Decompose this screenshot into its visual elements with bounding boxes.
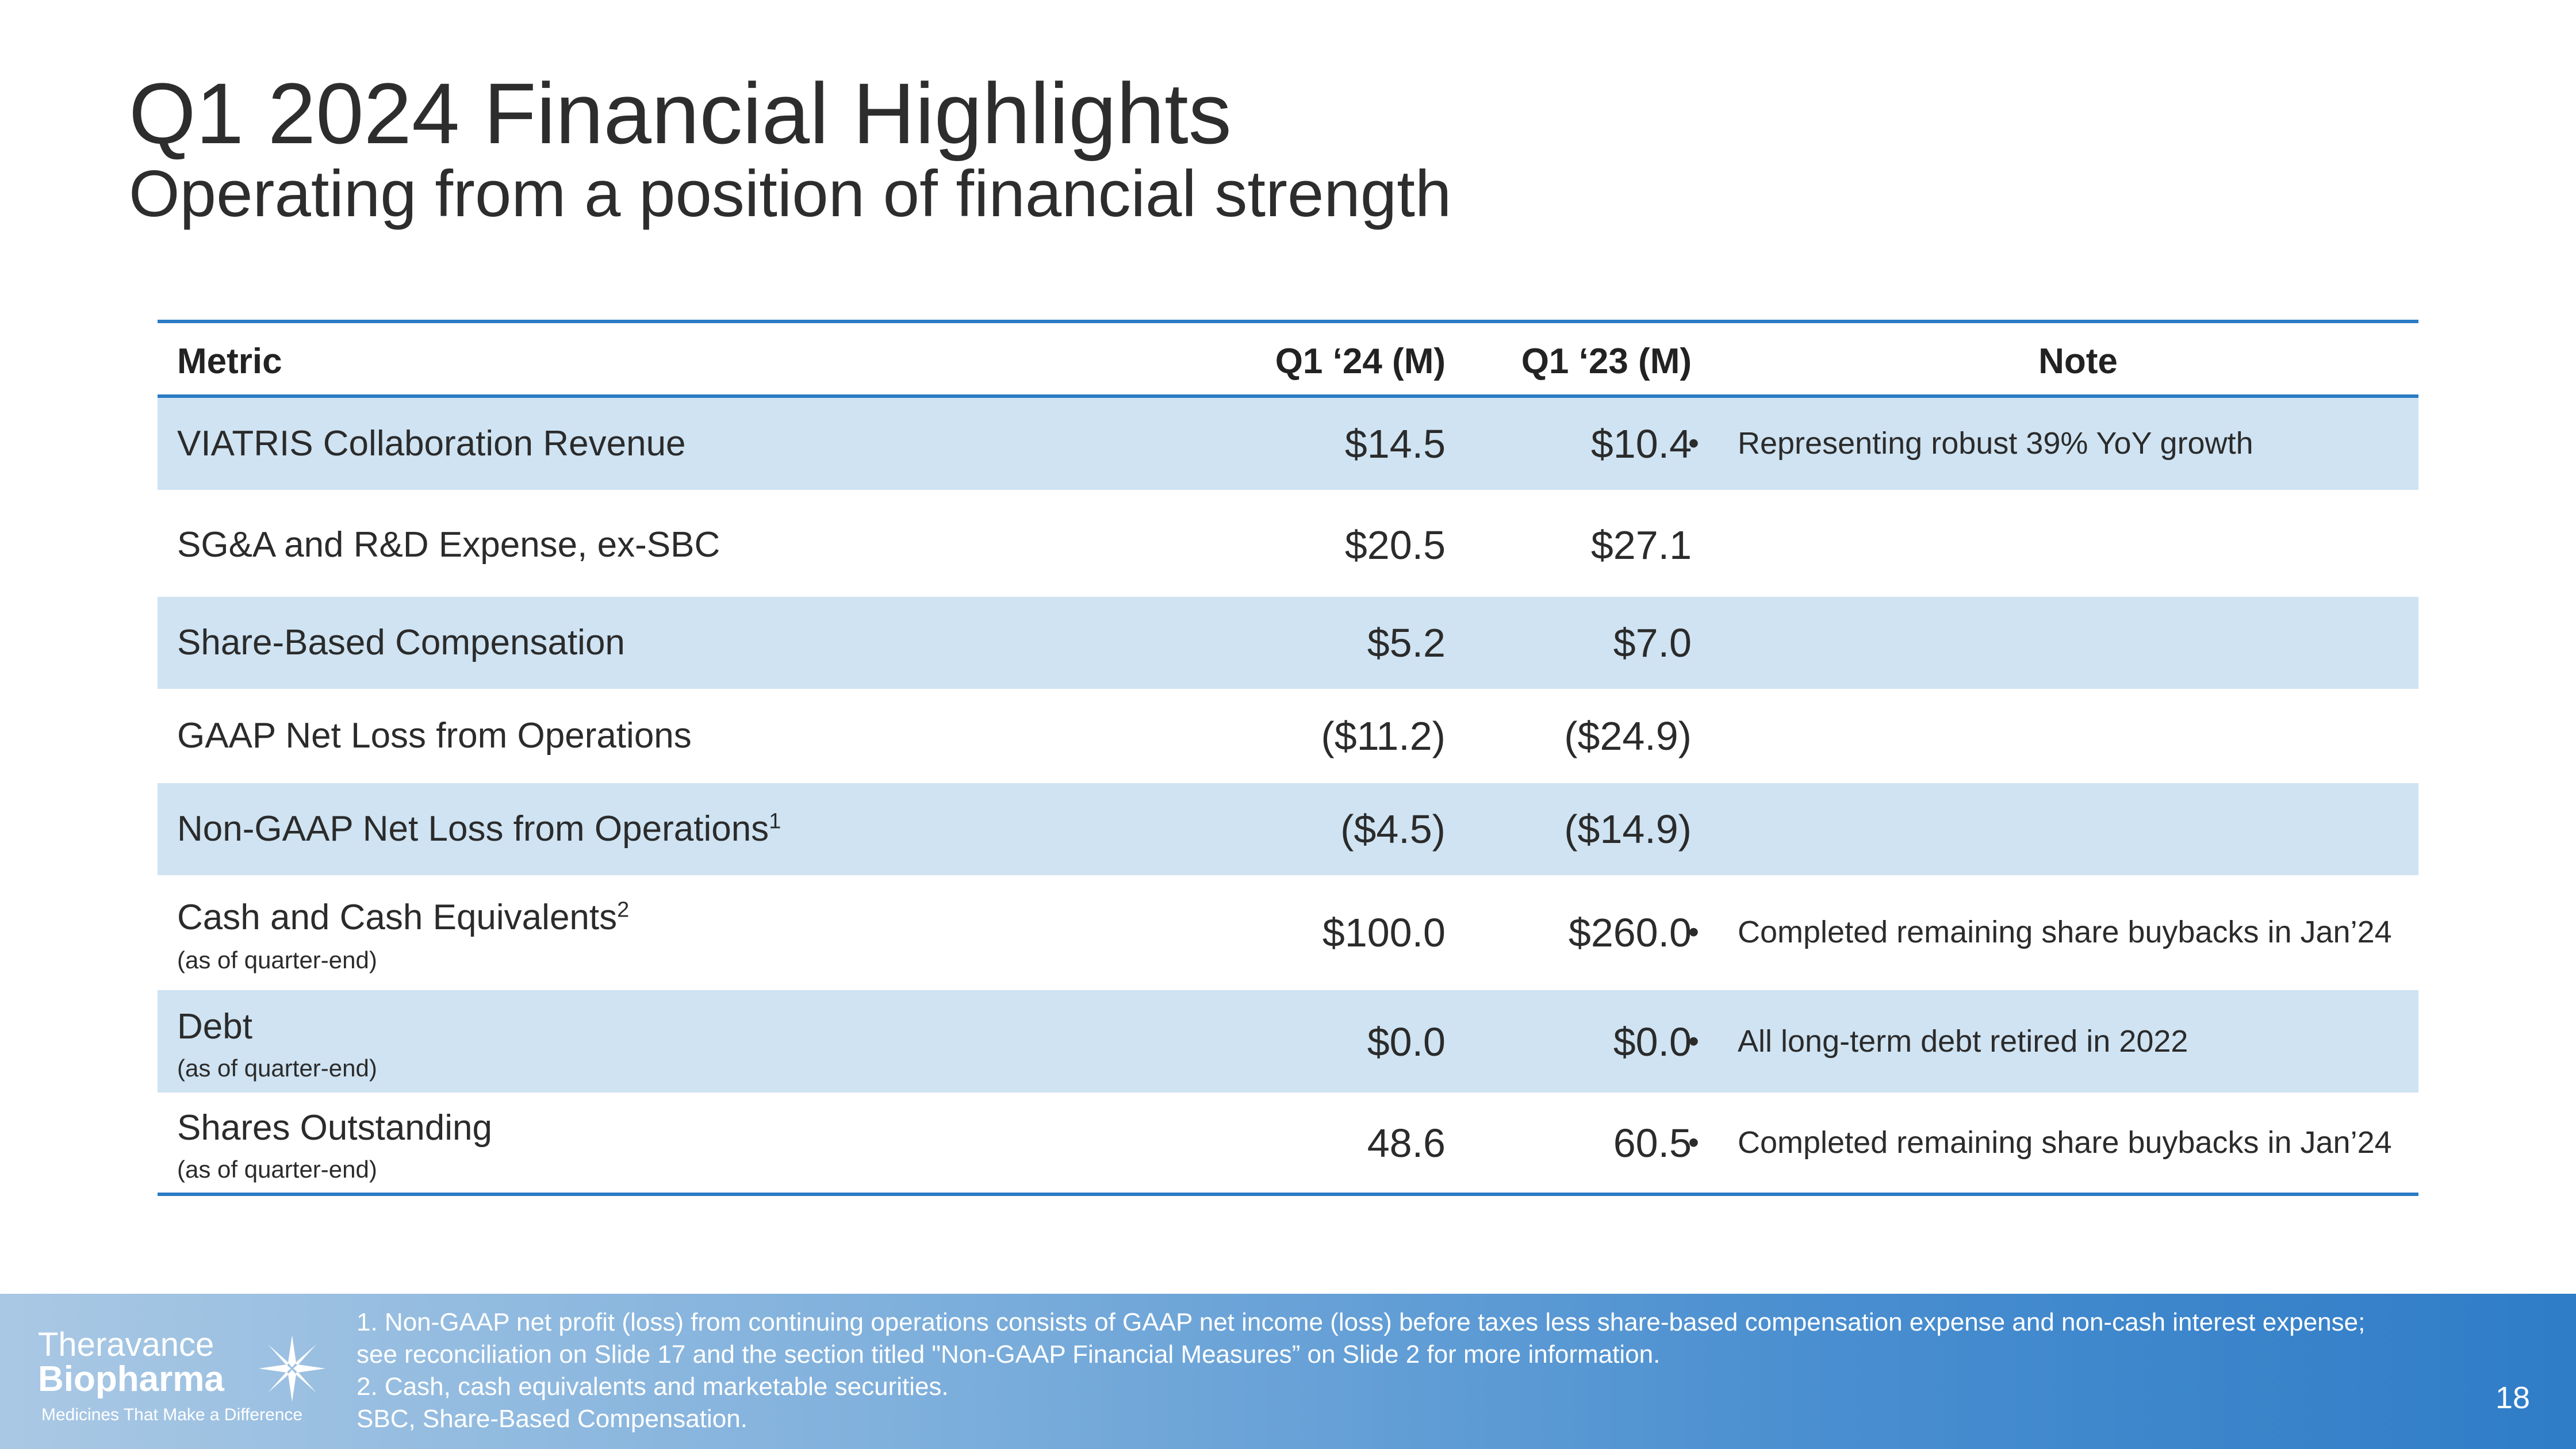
footnote-line-4: SBC, Share-Based Compensation. [356,1405,747,1433]
table-row: Non-GAAP Net Loss from Operations1 ($4.5… [158,783,2418,875]
row-metric-subtext: (as of quarter-end) [177,1156,377,1183]
star-logo-icon [259,1335,325,1402]
row-metric: Shares Outstanding [177,1108,493,1148]
table-row: SG&A and R&D Expense, ex-SBC $20.5 $27.1 [158,490,2418,597]
table-row: Cash and Cash Equivalents2 (as of quarte… [158,875,2418,990]
header-note: Note [2038,342,2118,381]
row-metric: Cash and Cash Equivalents2 [177,897,629,938]
row-q24-value: $20.5 [1344,523,1446,568]
row-q23-value: $27.1 [1590,523,1692,568]
row-metric: Share-Based Compensation [177,623,625,662]
table-bottom-rule [158,1193,2418,1196]
row-q23-value: ($24.9) [1564,714,1692,758]
footnote-ref: 2 [617,898,630,922]
row-metric-subtext: (as of quarter-end) [177,946,377,973]
table-header: Metric Q1 ‘24 (M) Q1 ‘23 (M) Note [158,320,2418,398]
table-row: Debt (as of quarter-end) $0.0 $0.0 • All… [158,990,2418,1092]
row-metric: VIATRIS Collaboration Revenue [177,424,686,463]
row-q23-value: $7.0 [1613,620,1692,665]
logo-text-line2: Biopharma [38,1359,224,1399]
footnote-ref: 1 [769,809,781,834]
footnote-line-2: see reconciliation on Slide 17 and the s… [356,1340,1661,1368]
row-q24-value: $0.0 [1367,1019,1446,1064]
header-q24: Q1 ‘24 (M) [1275,342,1446,381]
note-bullet: • [1688,1125,1699,1160]
row-note: Completed remaining share buybacks in Ja… [1738,1125,2392,1160]
note-bullet: • [1688,426,1699,461]
row-q24-value: 48.6 [1367,1121,1446,1166]
row-metric: Non-GAAP Net Loss from Operations1 [177,808,781,849]
table-row: VIATRIS Collaboration Revenue $14.5 $10.… [158,398,2418,490]
table-row: GAAP Net Loss from Operations ($11.2) ($… [158,689,2418,783]
logo-text-line1: Theravance [38,1326,214,1363]
page-number: 18 [2495,1381,2530,1415]
row-metric-text: Cash and Cash Equivalents [177,898,618,937]
header-q23: Q1 ‘23 (M) [1521,342,1692,381]
page-subtitle: Operating from a position of financial s… [129,158,1452,231]
header-metric: Metric [177,342,282,381]
row-q23-value: ($14.9) [1564,807,1692,852]
row-metric-text: Non-GAAP Net Loss from Operations [177,809,769,849]
page-title: Q1 2024 Financial Highlights [129,65,1232,162]
row-q24-value: ($4.5) [1340,807,1446,852]
row-q23-value: $260.0 [1568,910,1692,955]
row-metric: Debt [177,1007,252,1046]
row-q24-value: $5.2 [1367,620,1446,665]
footnote-line-1: 1. Non-GAAP net profit (loss) from conti… [356,1308,2366,1336]
row-note: Completed remaining share buybacks in Ja… [1738,915,2392,949]
row-metric-subtext: (as of quarter-end) [177,1055,377,1082]
company-logo: Theravance Biopharma Medicines That Make… [38,1326,337,1429]
footnote-line-3: 2. Cash, cash equivalents and marketable… [356,1373,949,1401]
row-q24-value: ($11.2) [1321,714,1446,758]
row-q24-value: $100.0 [1322,910,1446,955]
table-row: Shares Outstanding (as of quarter-end) 4… [158,1092,2418,1193]
note-bullet: • [1688,915,1699,949]
note-bullet: • [1688,1024,1699,1059]
footer-band: Theravance Biopharma Medicines That Make… [0,1294,2576,1449]
row-q23-value: $10.4 [1590,421,1692,466]
row-note: Representing robust 39% YoY growth [1738,426,2253,461]
row-q24-value: $14.5 [1344,421,1446,466]
row-metric: GAAP Net Loss from Operations [177,716,692,756]
row-q23-value: $0.0 [1613,1019,1692,1064]
row-metric: SG&A and R&D Expense, ex-SBC [177,525,720,565]
row-q23-value: 60.5 [1613,1121,1692,1166]
row-note: All long-term debt retired in 2022 [1738,1024,2188,1059]
table-row: Share-Based Compensation $5.2 $7.0 [158,597,2418,689]
logo-tagline: Medicines That Make a Difference [41,1405,303,1424]
